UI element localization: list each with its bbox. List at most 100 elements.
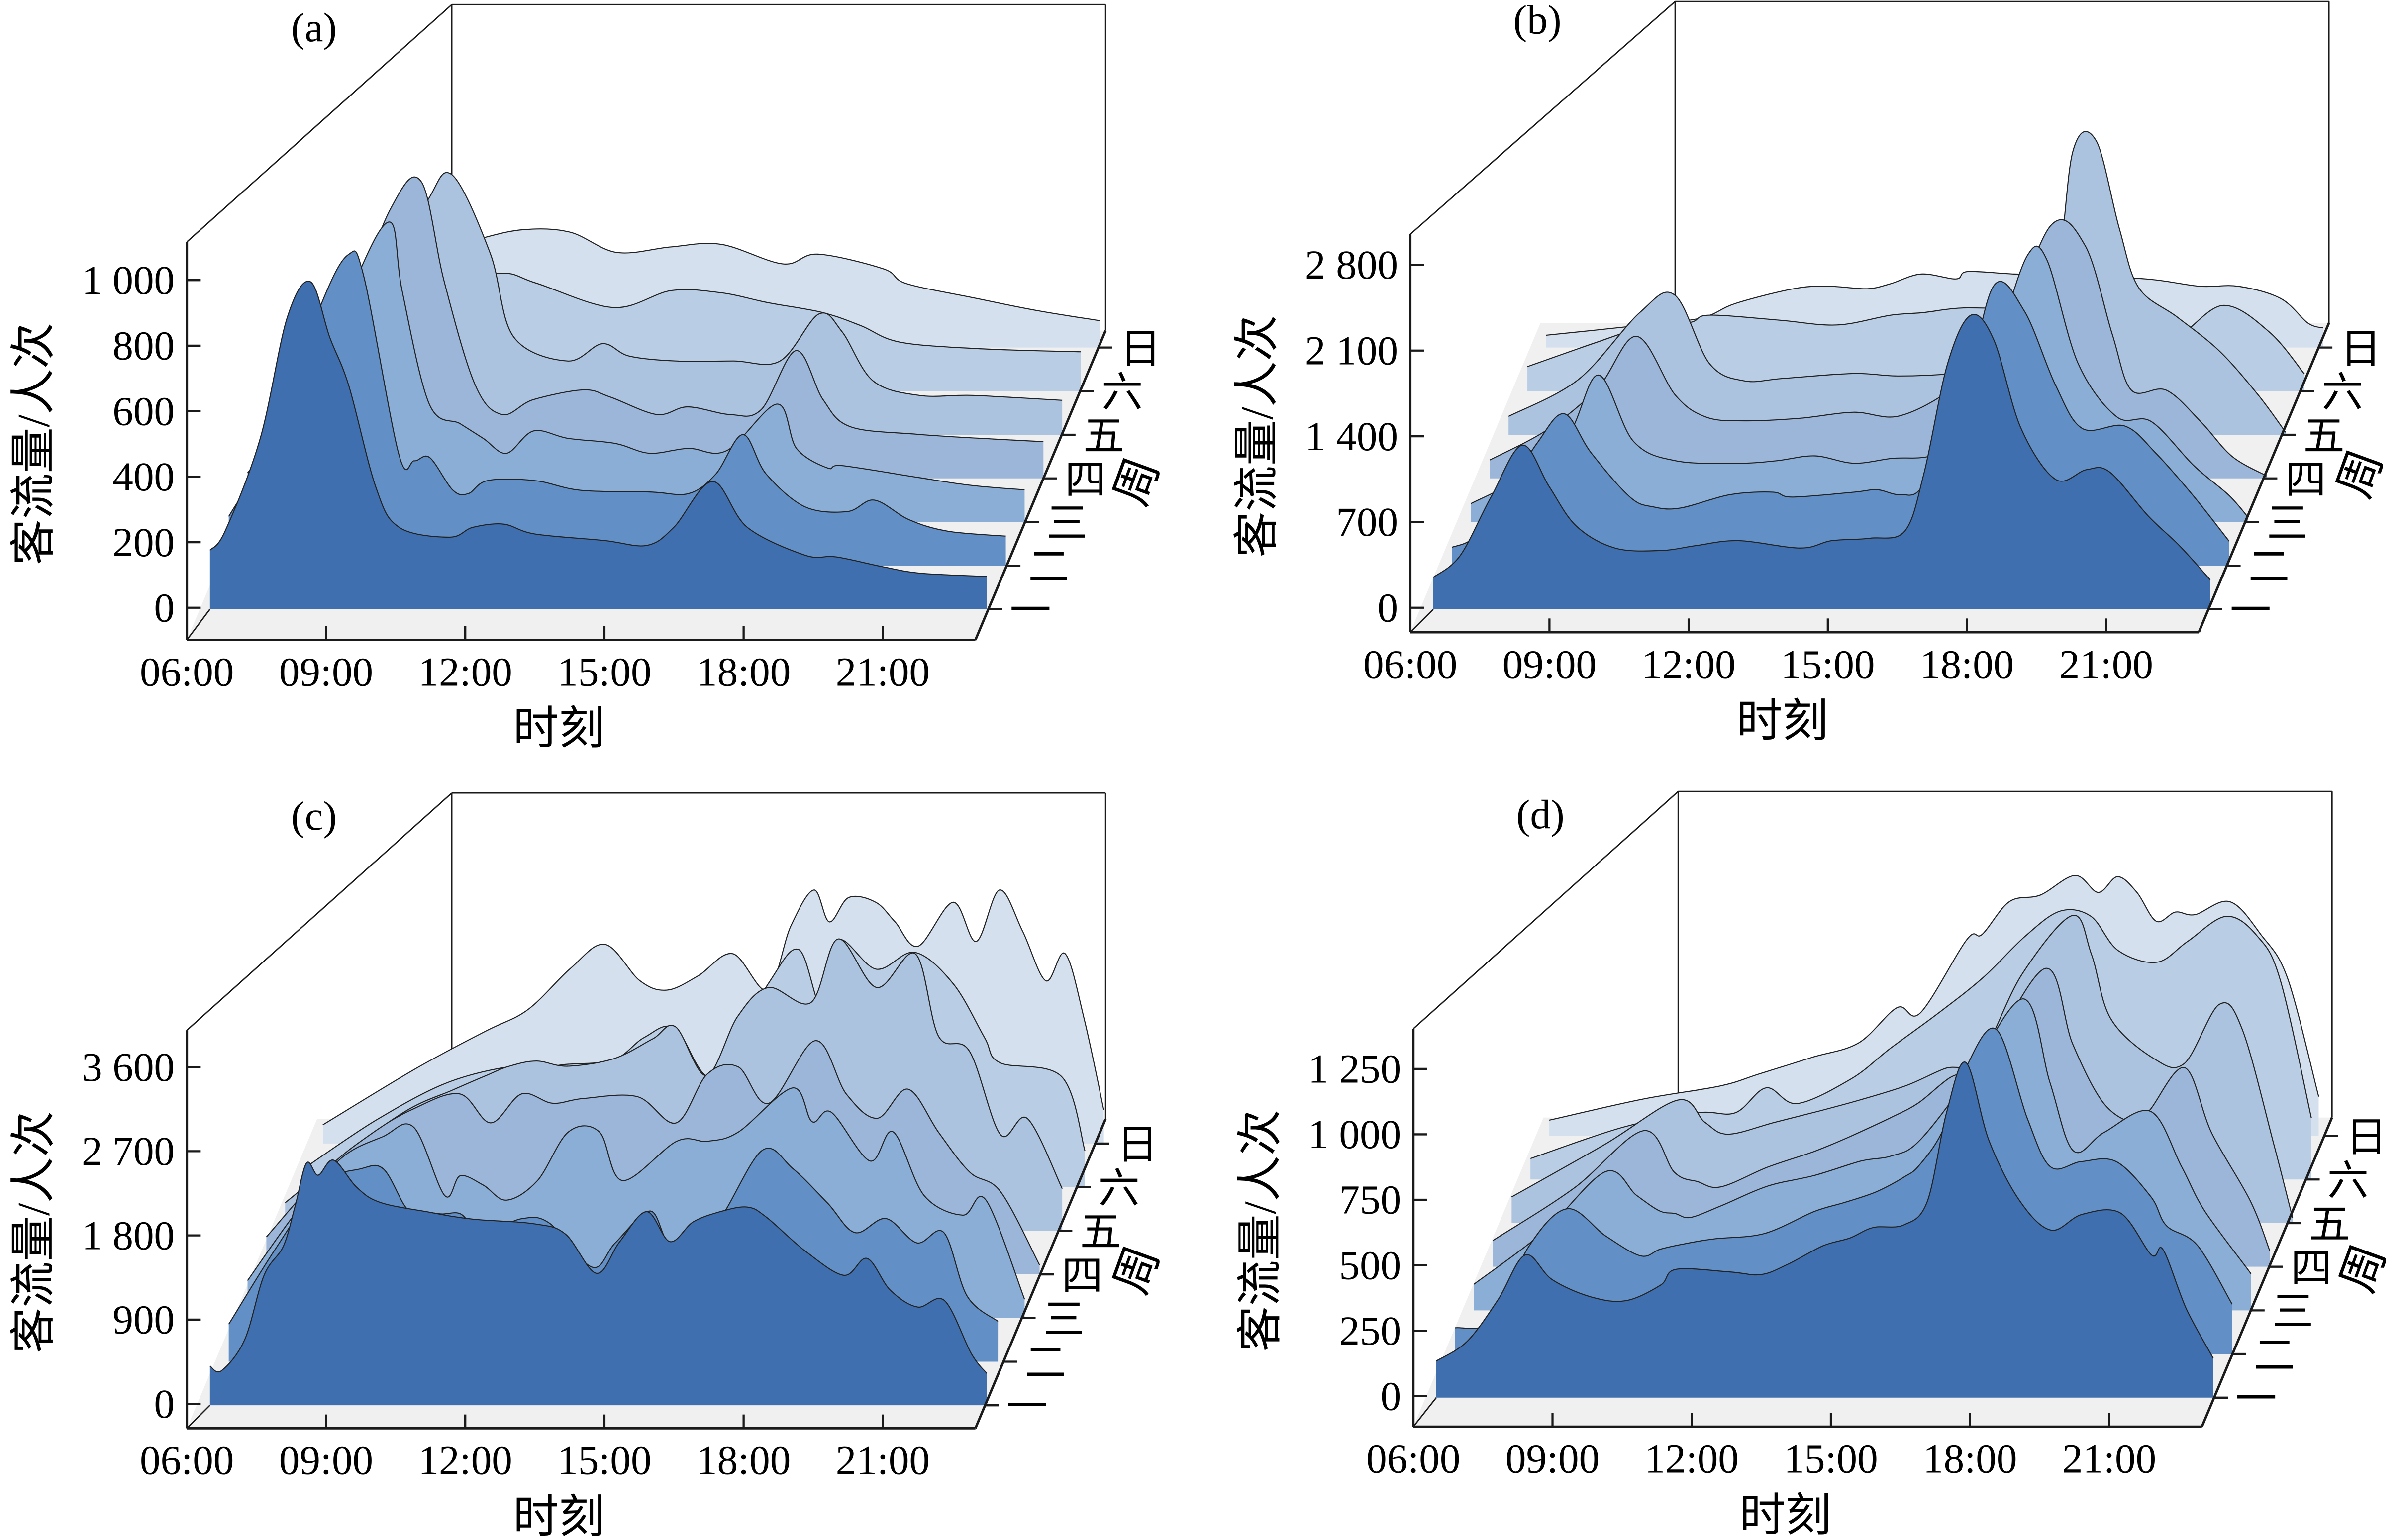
series-line-日 [322,889,1104,1126]
y-tick-label: 900 [112,1297,175,1343]
series-line-四 [266,176,1044,442]
y-tick-label: 600 [112,388,175,434]
z-tick-label: 六 [1101,370,1143,415]
x-tick-label: 21:00 [836,1438,930,1483]
y-tick-label: 1 250 [1308,1046,1401,1092]
x-axis-label: 时刻 [513,1492,605,1540]
x-tick-label: 12:00 [1641,641,1735,687]
z-tick-label: 四 [1065,457,1106,503]
x-tick-label: 21:00 [2062,1436,2156,1482]
series-line-一 [209,281,987,578]
z-tick-label: 三 [2267,500,2308,546]
x-tick-label: 12:00 [1645,1436,1739,1482]
z-tick-label: 二 [2248,544,2290,590]
series-line-三 [247,221,1025,490]
floor-left-edge [1409,608,1434,633]
x-axis-label: 时刻 [1736,695,1828,746]
x-tick-label: 18:00 [697,1438,791,1483]
z-tick-label: 四 [2285,457,2326,503]
z-tick-label: 六 [1099,1165,1140,1211]
y-axis-label: 客流量/人次 [8,323,59,565]
series-line-二 [228,1148,999,1325]
chart-panel-b: 0 700 1 400 2 100 2 800 06:00 09:00 12:00 15:00 1… [1232,0,2392,746]
z-tick-label: 一 [1010,588,1051,634]
wall-top-left-edge [186,792,453,1031]
z-tick-label: 二 [1025,1340,1066,1386]
z-tick-label: 三 [1043,1297,1085,1343]
series-line-五 [285,172,1063,401]
x-tick-label: 15:00 [1781,641,1875,687]
series-line-一 [209,1159,988,1374]
z-tick-label: 六 [2327,1158,2369,1204]
series-line-二 [228,250,1006,537]
y-tick-label: 1 000 [1308,1111,1401,1157]
series-line-六 [1530,909,2312,1159]
z-tick-label: 五 [1080,1209,1121,1255]
wall-top-left-edge [186,4,453,243]
x-tick-label: 06:00 [140,1438,234,1483]
x-tick-label: 09:00 [279,1438,373,1483]
y-axis-label: 客流量/人次 [1235,1110,1286,1352]
x-tick-label: 06:00 [1366,1436,1460,1482]
x-tick-label: 12:00 [418,649,512,695]
x-tick-label: 06:00 [140,649,234,695]
series-line-五 [1511,915,2294,1218]
y-tick-label: 2 100 [1305,327,1398,373]
z-tick-label: 四 [1062,1253,1103,1299]
x-tick-label: 18:00 [1920,641,2014,687]
series-line-五 [285,938,1063,1203]
z-tick-label: 二 [2254,1333,2295,1378]
y-tick-label: 200 [112,519,175,565]
panel-label: (c) [291,793,337,839]
z-tick-label: 一 [2235,1376,2277,1422]
x-tick-label: 15:00 [557,649,651,695]
chart-panel-a: 0 200 400 600 800 1 000 06:00 09:00 12:00 15:00 18… [8,3,1169,754]
z-tick-label: 五 [2303,413,2345,459]
panel-label: (b) [1513,0,1562,43]
y-tick-label: 1 000 [82,257,175,303]
z-tick-label: 日 [2340,326,2382,372]
series-line-一 [1436,1061,2214,1362]
series-area-一 [1433,314,2210,609]
series-area-四 [266,177,1044,479]
z-tick-label: 一 [2230,588,2271,634]
series-area-一 [209,1160,987,1406]
z-tick-label: 一 [1006,1384,1048,1430]
chart-panel-d: 0 250 500 750 1 000 1 250 06:00 09:00 12:00 15:00… [1235,790,2395,1540]
z-tick-label: 三 [2272,1289,2313,1335]
x-tick-label: 15:00 [557,1438,651,1483]
y-tick-label: 250 [1339,1308,1401,1353]
x-axis-label: 时刻 [1739,1490,1831,1540]
chart-panel-c: 0 900 1 800 2 700 3 600 06:00 09:00 12:00 15:00 1… [8,792,1169,1540]
z-tick-label: 日 [2346,1114,2387,1160]
y-tick-label: 3 600 [82,1044,175,1090]
y-tick-label: 0 [1381,1373,1401,1419]
series-line-三 [247,1087,1025,1300]
series-line-二 [1452,281,2230,548]
series-area-五 [285,172,1063,435]
wall-top-left-edge [1409,1,1676,235]
panel-label: (a) [291,4,337,50]
x-tick-label: 09:00 [1505,1436,1600,1482]
y-axis-label: 客流量/人次 [1232,315,1283,557]
series-area-二 [228,251,1006,566]
z-tick-label: 三 [1046,500,1088,546]
x-tick-label: 18:00 [697,649,791,695]
y-axis-label: 客流量/人次 [8,1111,59,1353]
z-tick-label: 四 [2291,1245,2332,1291]
y-tick-label: 0 [154,584,175,630]
y-tick-label: 1 800 [82,1212,175,1258]
z-axis-line [2201,1117,2333,1428]
y-tick-label: 700 [1336,499,1398,545]
floor-left-edge [186,1405,210,1429]
x-tick-label: 09:00 [1502,641,1597,687]
x-tick-label: 09:00 [279,649,373,695]
y-tick-label: 500 [1339,1242,1401,1288]
series-area-一 [209,281,987,609]
floor-left-edge [1412,1397,1437,1428]
series-area-一 [1436,1062,2213,1398]
y-tick-label: 2 800 [1305,242,1398,288]
x-tick-label: 18:00 [1923,1436,2017,1482]
x-tick-label: 06:00 [1363,641,1457,687]
